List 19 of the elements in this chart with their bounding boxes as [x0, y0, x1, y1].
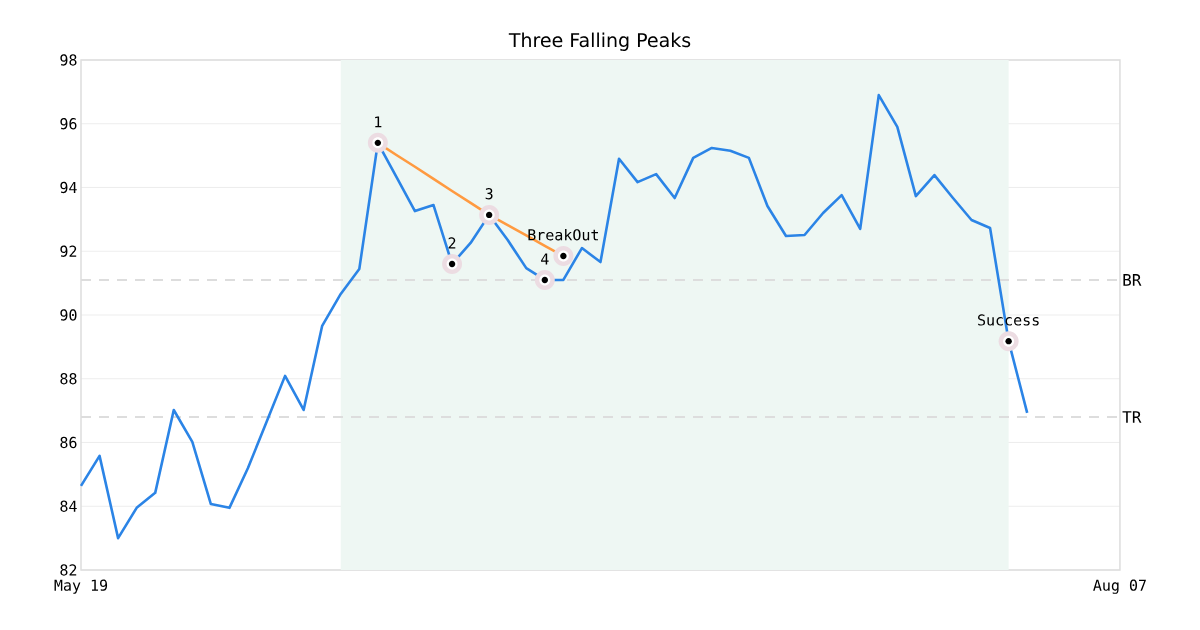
y-tick-label: 96	[60, 118, 77, 130]
y-tick-label: 98	[60, 54, 77, 66]
y-tick-label: 86	[60, 436, 77, 449]
annotation: BreakOut	[528, 228, 599, 241]
annotation: 3	[485, 188, 493, 200]
x-tick-label: Aug 07	[1093, 579, 1146, 594]
annotation: 4	[541, 253, 549, 265]
annotation: 1	[375, 116, 382, 128]
y-tick-label: 88	[60, 373, 77, 385]
y-tick-label: 82	[60, 564, 77, 576]
ref-line-label: BR	[1123, 274, 1142, 286]
y-tick-label: 84	[60, 500, 77, 512]
y-tick-label: 90	[60, 309, 77, 321]
y-tick-label: 92	[60, 245, 77, 257]
ref-line-label: TR	[1122, 411, 1142, 423]
x-tick-label: May 19	[54, 579, 108, 594]
annotation: 2	[448, 237, 456, 249]
y-tick-label: 94	[60, 181, 77, 194]
chart-title: Three Falling Peaks	[508, 32, 691, 51]
